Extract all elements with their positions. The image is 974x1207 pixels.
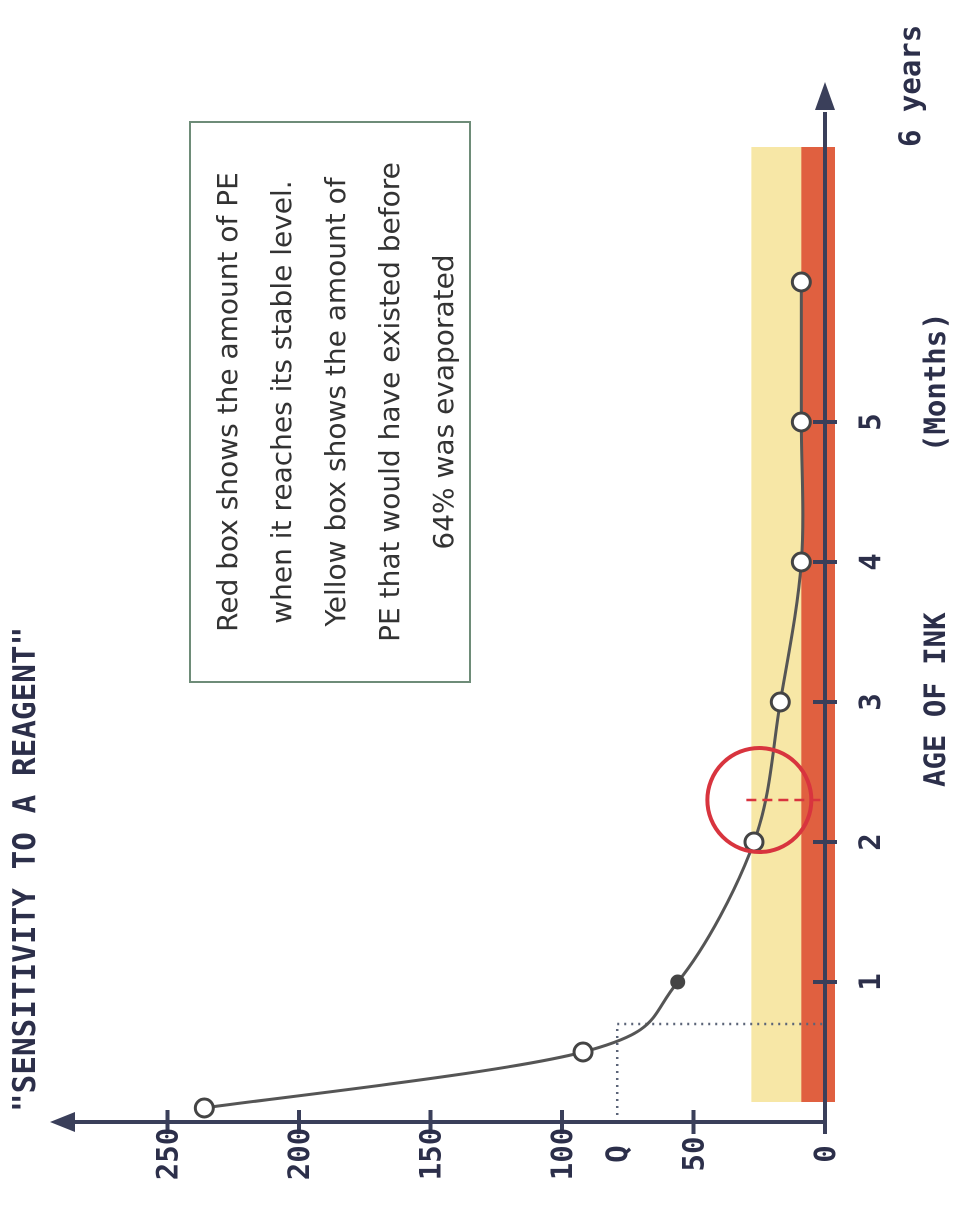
- decay-curve: [204, 282, 805, 1110]
- data-point: [790, 411, 812, 433]
- x-tick-label: 5: [853, 413, 887, 430]
- x-axis-arrow: [815, 82, 835, 110]
- chart-title: "SENSITIVITY TO A REAGENT": [7, 627, 43, 1112]
- data-point: [790, 271, 812, 293]
- x-tick-label: 1: [853, 973, 887, 990]
- annotation-line: Yellow box shows the amount of: [319, 176, 352, 627]
- data-point: [790, 551, 812, 573]
- y-tick-label: 150: [414, 1128, 448, 1180]
- annotation-line: Red box shows the amount of PE: [211, 172, 244, 632]
- ticks: 0 50 100 150 200 250 Q 1 2 3 4 5: [151, 413, 888, 1180]
- guide-lines: [615, 1022, 825, 1122]
- y-tick-label: 0: [808, 1145, 842, 1162]
- y-tick-label: 50: [677, 1137, 711, 1172]
- y-tick-label: 100: [545, 1128, 579, 1180]
- x-axis-unit: (Months): [918, 312, 952, 452]
- annotation-box: Red box shows the amount of PE when it r…: [189, 121, 471, 683]
- data-point: [769, 691, 791, 713]
- annotation-line: PE that would have existed before: [373, 162, 406, 642]
- data-points: [193, 271, 812, 1119]
- data-point: [670, 974, 686, 990]
- x-tick-label: 2: [853, 833, 887, 850]
- q-label: Q: [600, 1145, 634, 1162]
- stable-marker: [705, 746, 825, 854]
- data-point: [743, 831, 765, 853]
- x-tick-label: 3: [853, 693, 887, 710]
- annotation-line: when it reaches its stable level.: [265, 180, 298, 623]
- x-axis-label: AGE OF INK: [918, 612, 952, 787]
- data-point: [572, 1041, 594, 1063]
- annotation-line: 64% was evaporated: [427, 254, 460, 549]
- y-tick-label: 200: [282, 1128, 316, 1180]
- y-axis-arrow: [50, 1112, 75, 1132]
- data-point: [193, 1097, 215, 1119]
- y-tick-label: 250: [151, 1128, 185, 1180]
- x-tick-label: 4: [853, 553, 887, 570]
- axes: [50, 82, 835, 1132]
- x-end-label: 6 years: [893, 25, 927, 147]
